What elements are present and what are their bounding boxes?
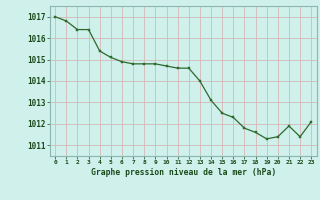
X-axis label: Graphe pression niveau de la mer (hPa): Graphe pression niveau de la mer (hPa)	[91, 168, 276, 177]
